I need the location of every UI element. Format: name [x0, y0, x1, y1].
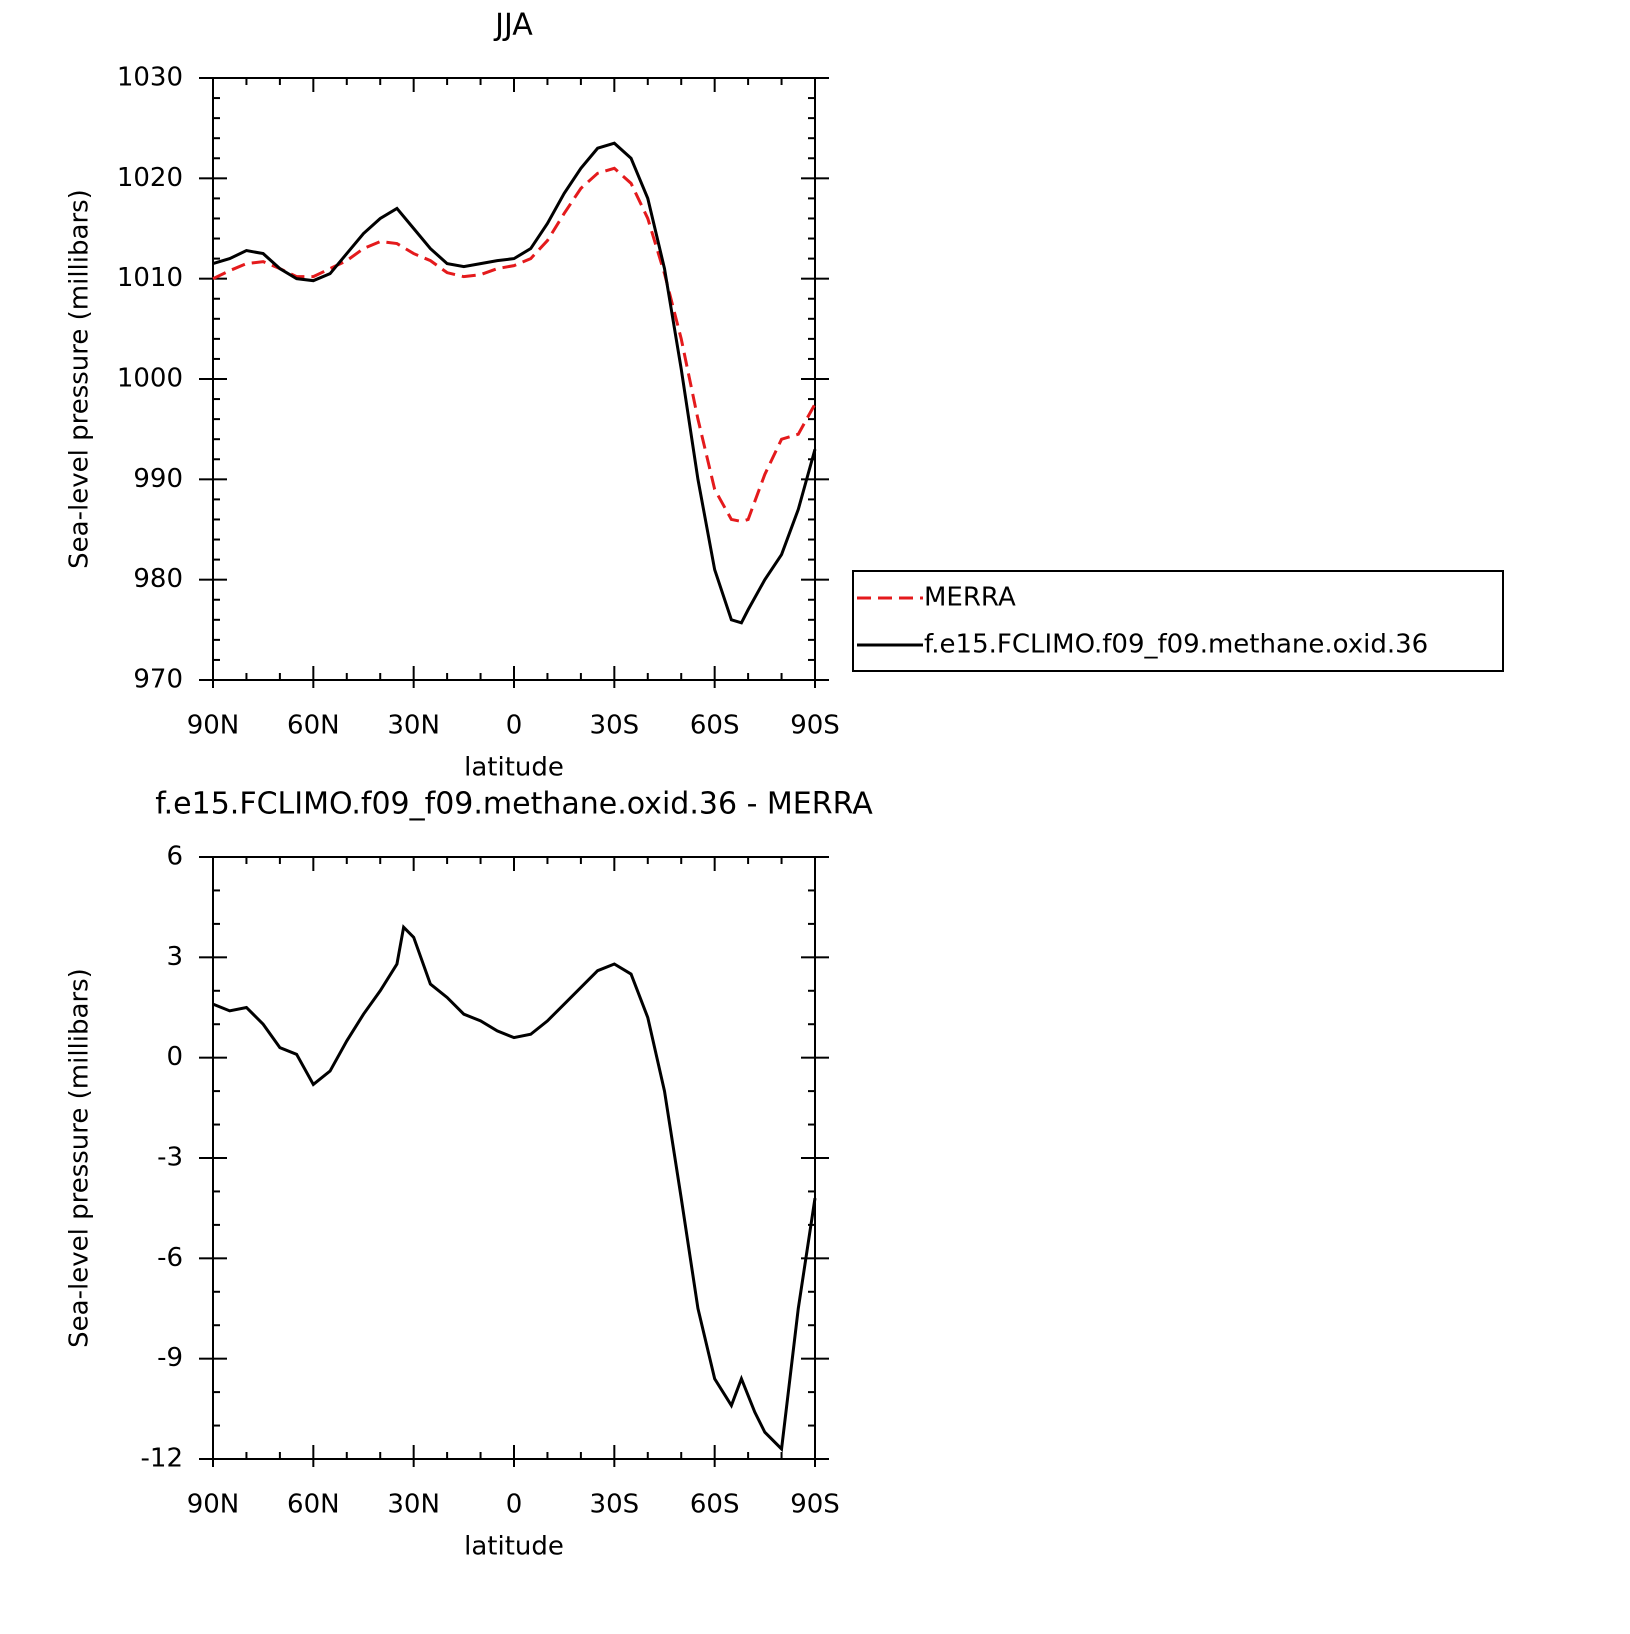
legend-label: MERRA: [924, 583, 1016, 613]
y-tick-label: 0: [166, 1042, 183, 1072]
y-tick-label: 1020: [117, 163, 183, 193]
y-axis-label: Sea-level pressure (millibars): [65, 189, 95, 569]
y-tick-label: -12: [141, 1444, 183, 1474]
y-tick-label: -9: [157, 1343, 183, 1373]
x-tick-label: 30N: [387, 711, 440, 741]
x-tick-label: 60S: [690, 1490, 740, 1520]
legend-label: f.e15.FCLIMO.f09_f09.methane.oxid.36: [924, 630, 1428, 660]
y-tick-label: -6: [157, 1243, 183, 1273]
y-tick-label: -3: [157, 1143, 183, 1173]
x-axis-label: latitude: [464, 753, 564, 783]
x-tick-label: 30S: [590, 711, 640, 741]
line: [212, 166, 817, 524]
y-tick-label: 990: [133, 464, 183, 494]
legend-box: [852, 570, 1504, 672]
y-tick-label: 1010: [117, 263, 183, 293]
x-tick-label: 30N: [387, 1490, 440, 1520]
y-axis-label: Sea-level pressure (millibars): [65, 968, 95, 1348]
chart-title: JJA: [493, 8, 533, 43]
y-tick-label: 1030: [117, 63, 183, 93]
x-tick-label: 0: [506, 1490, 523, 1520]
x-tick-label: 0: [506, 711, 523, 741]
plot-frame: [212, 856, 816, 1460]
x-tick-label: 30S: [590, 1490, 640, 1520]
x-tick-label: 90N: [187, 1490, 240, 1520]
y-tick-label: 970: [133, 665, 183, 695]
line: [212, 141, 817, 625]
y-tick-label: 3: [166, 942, 183, 972]
line: [212, 924, 817, 1453]
x-tick-label: 90N: [187, 711, 240, 741]
y-tick-label: 1000: [117, 364, 183, 394]
x-tick-label: 60S: [690, 711, 740, 741]
x-tick-label: 60N: [287, 711, 340, 741]
x-tick-label: 90S: [790, 1490, 840, 1520]
x-tick-label: 60N: [287, 1490, 340, 1520]
y-tick-label: 980: [133, 564, 183, 594]
chart-title: f.e15.FCLIMO.f09_f09.methane.oxid.36 - M…: [155, 787, 873, 822]
x-axis-label: latitude: [464, 1532, 564, 1562]
y-tick-label: 6: [166, 842, 183, 872]
plot-frame: [212, 77, 816, 681]
x-tick-label: 90S: [790, 711, 840, 741]
